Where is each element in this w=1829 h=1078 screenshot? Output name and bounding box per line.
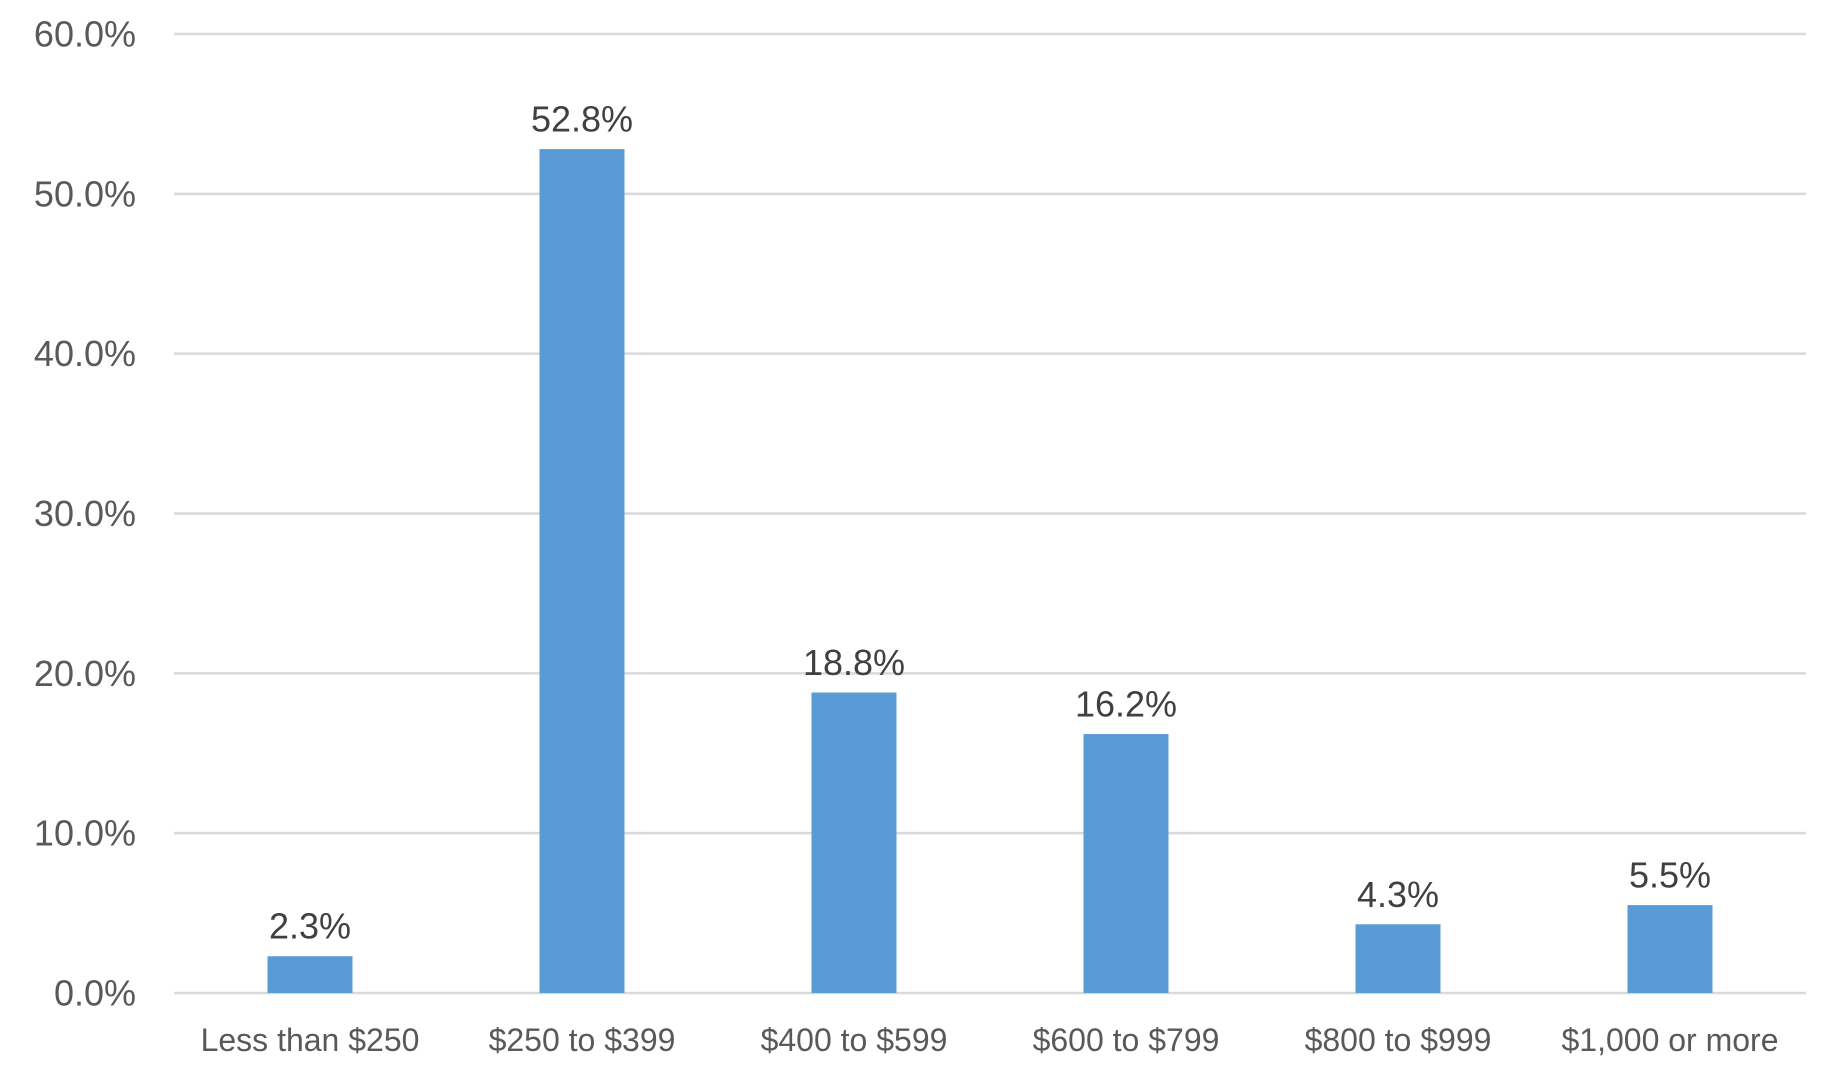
y-axis-ticks: 0.0% 10.0% 20.0% 30.0% 40.0% 50.0% 60.0%: [34, 14, 136, 1014]
y-tick-label: 60.0%: [34, 14, 136, 55]
x-axis-ticks: Less than $250 $250 to $399 $400 to $599 $6…: [201, 1022, 1779, 1058]
y-tick-label: 30.0%: [34, 493, 136, 534]
data-label: 4.3%: [1357, 874, 1439, 915]
gridlines: [174, 32, 1806, 995]
bar: [1627, 905, 1713, 993]
data-labels: 2.3% 52.8% 18.8% 16.2% 4.3% 5.5%: [269, 99, 1711, 947]
data-label: 52.8%: [531, 99, 633, 140]
y-tick-label: 50.0%: [34, 173, 136, 214]
y-tick-label: 0.0%: [54, 973, 136, 1014]
y-tick-label: 40.0%: [34, 333, 136, 374]
y-tick-label: 20.0%: [34, 653, 136, 694]
x-tick-label: $600 to $799: [1033, 1022, 1220, 1058]
data-label: 18.8%: [803, 642, 905, 683]
bar: [539, 149, 625, 993]
bar: [1083, 734, 1169, 993]
x-tick-label: $800 to $999: [1305, 1022, 1492, 1058]
x-tick-label: Less than $250: [201, 1022, 420, 1058]
x-tick-label: $250 to $399: [489, 1022, 676, 1058]
data-label: 2.3%: [269, 906, 351, 947]
bar: [267, 956, 353, 993]
bar: [811, 692, 897, 993]
x-tick-label: $400 to $599: [761, 1022, 948, 1058]
data-label: 5.5%: [1629, 855, 1711, 896]
data-label: 16.2%: [1075, 684, 1177, 725]
bars: [267, 149, 1713, 993]
y-tick-label: 10.0%: [34, 813, 136, 854]
x-tick-label: $1,000 or more: [1561, 1022, 1778, 1058]
bar: [1355, 924, 1441, 993]
